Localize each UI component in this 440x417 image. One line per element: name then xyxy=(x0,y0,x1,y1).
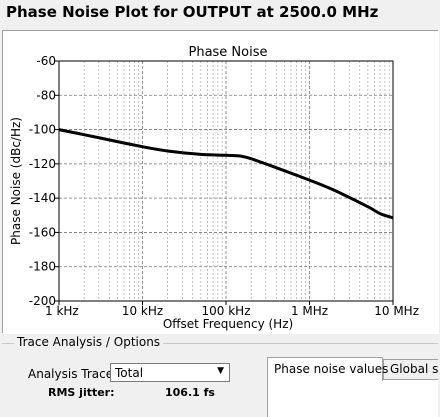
rms-jitter-label: RMS jitter: xyxy=(48,386,115,399)
x-tick-label: 10 MHz xyxy=(374,304,419,318)
chevron-down-icon[interactable]: ▼ xyxy=(217,366,224,376)
y-tick-label: -140 xyxy=(29,191,56,205)
x-axis-ticks: 1 kHz 10 kHz 100 kHz 1 MHz 10 MHz xyxy=(45,301,419,318)
analysis-trace-select[interactable]: Total ▼ xyxy=(110,363,230,382)
y-tick-label: -200 xyxy=(29,294,56,308)
y-tick-label: -60 xyxy=(36,54,56,68)
tab-panel xyxy=(267,379,438,417)
x-tick-label: 100 kHz xyxy=(202,304,251,318)
analysis-trace-value: Total xyxy=(115,366,144,380)
y-axis-ticks: -60 -80 -100 -120 -140 -160 -180 -200 xyxy=(29,54,59,308)
options-group-title: Trace Analysis / Options xyxy=(14,335,164,349)
series-layer xyxy=(58,128,394,220)
trace-options-group: Trace Analysis / Options Analysis Trace:… xyxy=(2,335,438,417)
x-axis-label: Offset Frequency (Hz) xyxy=(163,317,293,331)
y-axis-label: Phase Noise (dBc/Hz) xyxy=(9,117,23,245)
y-tick-label: -180 xyxy=(29,260,56,274)
tab-phase-noise-values[interactable]: Phase noise values xyxy=(267,357,388,381)
tab-global-spurs[interactable]: Global spu xyxy=(383,359,438,379)
analysis-trace-label: Analysis Trace: xyxy=(28,367,118,381)
chart-grid xyxy=(58,60,394,302)
x-tick-label: 1 MHz xyxy=(291,304,328,318)
phase-noise-chart: Phase Noise -60 -80 -100 -120 -140 -160 -180 -2… xyxy=(2,30,439,334)
y-tick-label: -120 xyxy=(29,157,56,171)
x-tick-label: 10 kHz xyxy=(122,304,163,318)
y-tick-label: -160 xyxy=(29,225,56,239)
page-title: Phase Noise Plot for OUTPUT at 2500.0 MH… xyxy=(6,3,379,21)
phase-noise-line xyxy=(58,128,394,220)
x-tick-label: 1 kHz xyxy=(45,304,79,318)
rms-jitter-value: 106.1 fs xyxy=(165,386,215,399)
y-tick-label: -100 xyxy=(29,123,56,137)
y-tick-label: -80 xyxy=(36,88,56,102)
results-tabs: Phase noise values Global spu xyxy=(267,357,438,417)
chart-title: Phase Noise xyxy=(188,45,267,60)
